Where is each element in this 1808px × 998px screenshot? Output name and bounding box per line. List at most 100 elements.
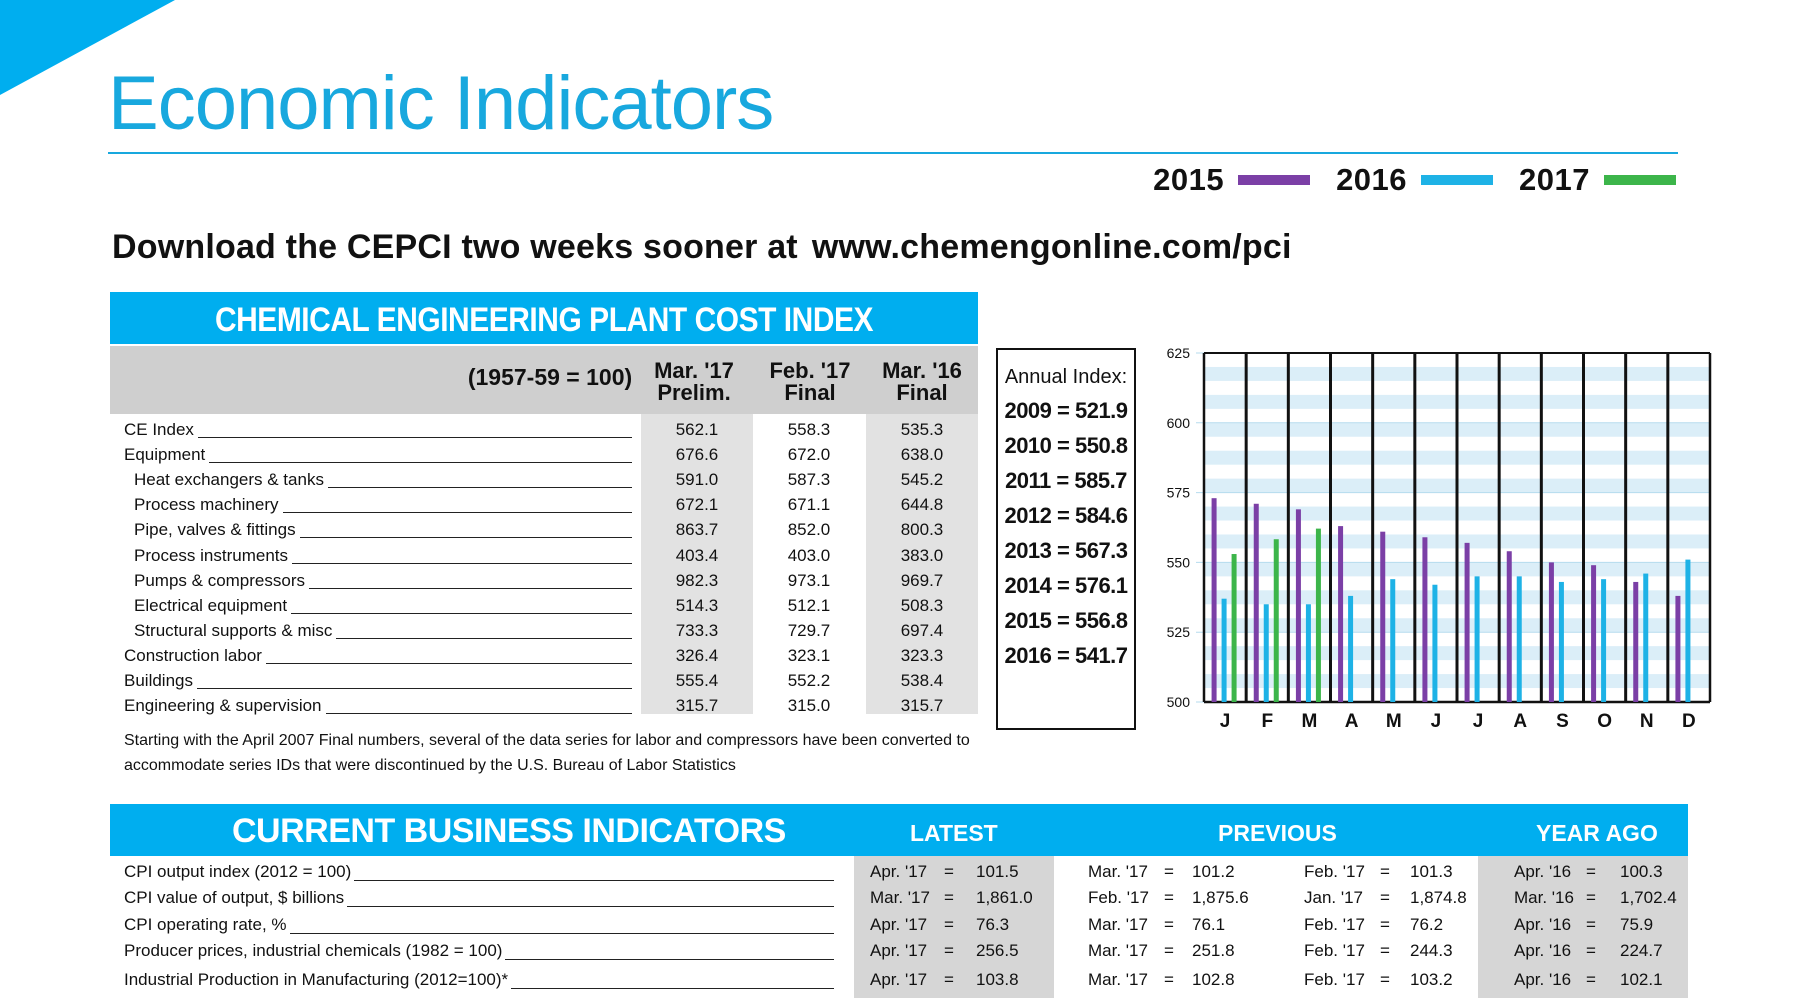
cepci-monthly-chart: 500 525 550 575 600 625 J F M A M J J A S O N D <box>1150 340 1720 745</box>
cbi-date: Apr. '16 <box>1514 970 1572 989</box>
download-link[interactable]: www.chemengonline.com/pci <box>811 228 1292 266</box>
cbi-date: Feb. '17 <box>1304 941 1365 960</box>
cepci-cell: 535.3 <box>900 420 944 439</box>
cbi-date: Mar. '17 <box>1088 915 1148 934</box>
cbi-equals: = <box>1164 970 1174 989</box>
cepci-cell: 403.4 <box>675 546 719 565</box>
cbi-equals: = <box>1586 970 1596 989</box>
cepci-cell: 676.6 <box>675 445 719 464</box>
column-header-line2: Final <box>784 380 836 405</box>
cepci-row-label: Structural supports & misc <box>134 619 337 643</box>
cbi-leader-line <box>124 906 834 907</box>
bar-2015-10 <box>1633 581 1639 702</box>
x-tick-label: S <box>1556 711 1569 732</box>
cepci-cell: 545.2 <box>900 470 944 489</box>
annual-index-box: Annual Index: 2009 = 521.9 2010 = 550.8 … <box>996 348 1136 730</box>
cepci-cell: 403.0 <box>787 546 831 565</box>
cbi-value: 76.2 <box>1410 915 1444 934</box>
cepci-row-label: Pipe, valves & fittings <box>134 518 300 542</box>
cepci-row-label-text: Equipment <box>124 445 210 464</box>
legend-year-label: 2016 <box>1336 162 1408 197</box>
x-tick-label: F <box>1261 711 1273 732</box>
cepci-leader-line <box>124 713 632 714</box>
chart-svg: 500 525 550 575 600 625 J F M A M J J A S O N D <box>1167 345 1712 732</box>
cbi-value: 76.1 <box>1192 915 1226 934</box>
cepci-cell: 644.8 <box>900 495 944 514</box>
bar-2016-5 <box>1432 584 1438 702</box>
cepci-row-label-text: CE Index <box>124 420 198 439</box>
cepci-column-header-row: (1957-59 = 100) Mar. '17 Prelim. Feb. '1… <box>110 346 978 414</box>
cepci-leader-line <box>134 588 632 589</box>
cepci-cell: 323.1 <box>787 646 831 665</box>
bar-2015-11 <box>1675 595 1681 702</box>
cbi-value: 102.1 <box>1620 970 1663 989</box>
annual-index-item: 2013 = 567.3 <box>1004 538 1128 563</box>
cbi-equals: = <box>944 915 954 934</box>
column-header-line2: Final <box>896 380 948 405</box>
cbi-equals: = <box>1586 915 1596 934</box>
legend-year-label: 2017 <box>1519 162 1590 197</box>
cepci-row-label-text: Engineering & supervision <box>124 696 326 715</box>
annual-index-item: 2011 = 585.7 <box>1005 468 1127 493</box>
cepci-cell: 538.4 <box>900 671 944 690</box>
cbi-value: 1,875.6 <box>1192 888 1249 907</box>
bar-2015-4 <box>1380 531 1386 702</box>
cbi-date: Mar. '17 <box>1088 862 1148 881</box>
cbi-date: Feb. '17 <box>1304 915 1365 934</box>
cepci-cell: 982.3 <box>675 571 719 590</box>
cbi-value: 1,861.0 <box>976 888 1033 907</box>
annual-index-item: 2009 = 521.9 <box>1004 398 1128 423</box>
cbi-date: Apr. '17 <box>870 862 928 881</box>
cepci-row-label: Electrical equipment <box>134 594 292 618</box>
cepci-cell: 562.1 <box>675 420 719 439</box>
column-header-line1: Mar. '17 <box>654 358 734 383</box>
cbi-leader-line <box>124 880 834 881</box>
cbi-value: 244.3 <box>1410 941 1453 960</box>
cbi-leader-line <box>124 933 834 934</box>
cbi-date: Apr. '16 <box>1514 941 1572 960</box>
legend-swatch <box>1604 175 1676 185</box>
cepci-leader-line <box>134 563 632 564</box>
cbi-value: 102.8 <box>1192 970 1235 989</box>
cepci-cell: 315.0 <box>787 696 831 715</box>
cepci-leader-line <box>134 487 632 488</box>
bar-2016-2 <box>1305 604 1311 702</box>
bar-2016-4 <box>1390 579 1396 702</box>
cbi-table-header: CURRENT BUSINESS INDICATORS LATEST PREVI… <box>110 804 1688 856</box>
cepci-cell: 383.0 <box>900 546 944 565</box>
cbi-date: Apr. '17 <box>870 970 928 989</box>
column-shade <box>641 414 753 714</box>
cbi-date: Apr. '16 <box>1514 862 1572 881</box>
cbi-col-previous: PREVIOUS <box>1218 820 1337 846</box>
footnote-line: accommodate series IDs that were discont… <box>124 757 736 774</box>
cepci-row-label: Process machinery <box>134 493 283 517</box>
cepci-row-label: Pumps & compressors <box>134 569 309 593</box>
cbi-col-year-ago: YEAR AGO <box>1536 820 1658 846</box>
cbi-equals: = <box>944 862 954 881</box>
column-header-mar17: Mar. '17 Prelim. <box>634 360 754 404</box>
cbi-date: Apr. '17 <box>870 915 928 934</box>
cepci-cell: 587.3 <box>787 470 831 489</box>
cbi-value: 76.3 <box>976 915 1010 934</box>
cepci-cell: 969.7 <box>900 571 944 590</box>
cbi-value: 103.2 <box>1410 970 1453 989</box>
cepci-cell: 323.3 <box>900 646 944 665</box>
cbi-value: 100.3 <box>1620 862 1663 881</box>
cbi-value: 224.7 <box>1620 941 1663 960</box>
cbi-equals: = <box>944 888 954 907</box>
cepci-cell: 315.7 <box>675 696 719 715</box>
cepci-row-label: Engineering & supervision <box>124 694 326 718</box>
x-tick-label: N <box>1640 711 1654 732</box>
legend-item-2016: 2016 <box>1336 162 1494 198</box>
cbi-equals: = <box>1380 970 1390 989</box>
column-header-mar16: Mar. '16 Final <box>862 360 982 404</box>
cbi-date: Mar. '16 <box>1514 888 1574 907</box>
x-tick-label: J <box>1220 711 1231 732</box>
cbi-date: Mar. '17 <box>1088 970 1148 989</box>
bar-2016-9 <box>1601 579 1607 702</box>
bar-2015-2 <box>1295 509 1301 702</box>
cepci-table-header: CHEMICAL ENGINEERING PLANT COST INDEX (C… <box>110 292 978 395</box>
cbi-value: 251.8 <box>1192 941 1235 960</box>
cbi-row-label: Industrial Production in Manufacturing (… <box>124 970 512 990</box>
bar-2015-0 <box>1211 498 1217 702</box>
